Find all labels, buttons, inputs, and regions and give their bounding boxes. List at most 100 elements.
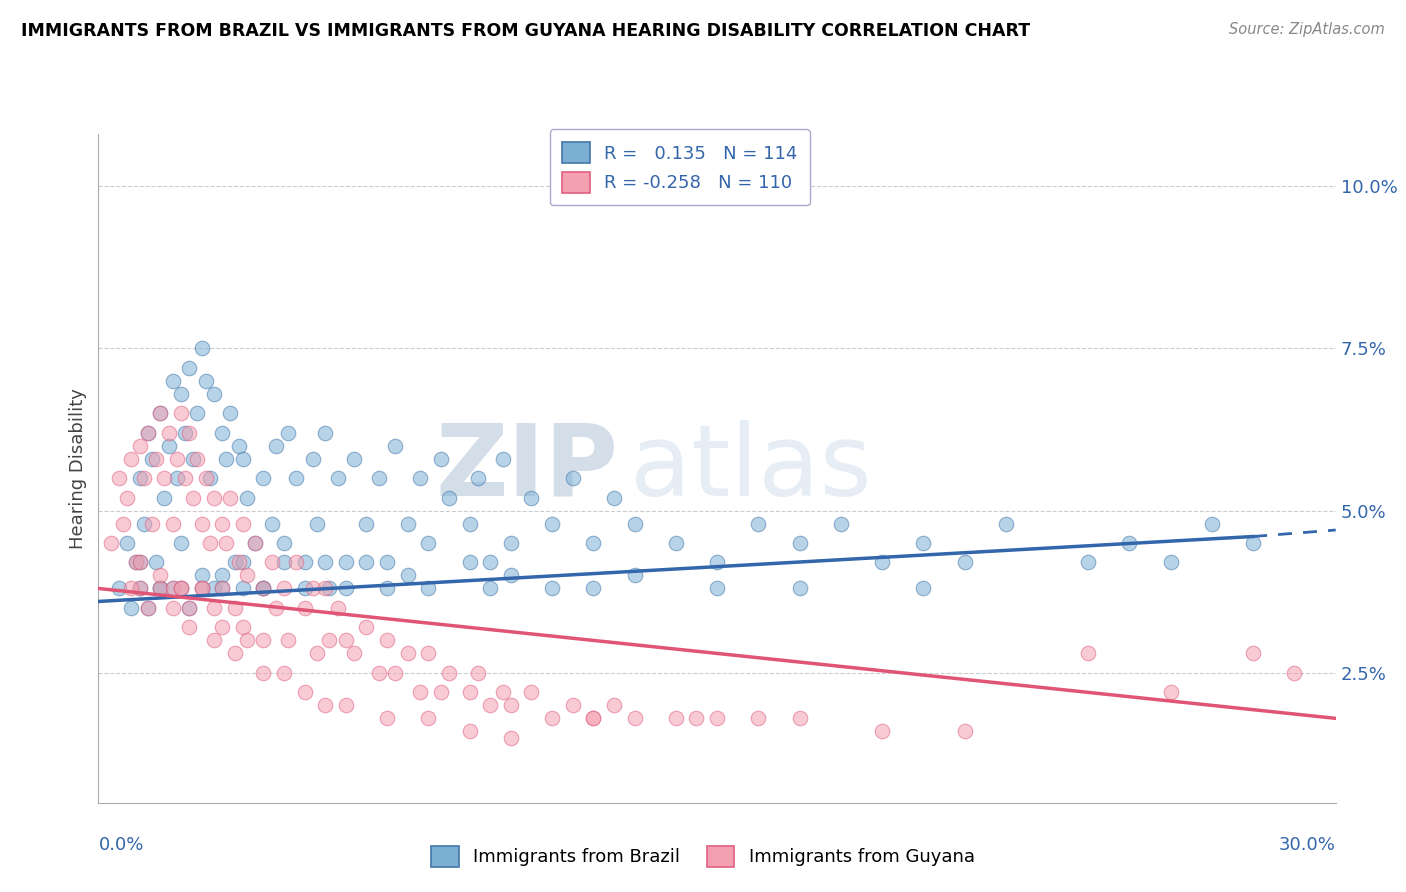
Point [202,386,225,401]
Point [830,516,852,531]
Point [162,516,184,531]
Point [145,556,167,570]
Point [166,451,188,466]
Point [541,582,564,596]
Point [145,451,167,466]
Point [202,582,225,596]
Point [1077,647,1099,661]
Point [429,451,451,466]
Text: Source: ZipAtlas.com: Source: ZipAtlas.com [1229,22,1385,37]
Point [232,451,254,466]
Point [356,556,378,570]
Point [108,471,131,485]
Point [479,556,502,570]
Point [170,582,193,596]
Point [561,698,583,713]
Y-axis label: Hearing Disability: Hearing Disability [69,388,87,549]
Point [202,491,225,505]
Point [747,711,769,725]
Point [458,556,481,570]
Point [623,711,645,725]
Point [264,601,287,615]
Point [1118,536,1140,550]
Point [396,647,419,661]
Point [314,582,336,596]
Point [1284,665,1306,680]
Point [236,491,259,505]
Point [520,491,543,505]
Text: 30.0%: 30.0% [1279,837,1336,855]
Point [1160,556,1182,570]
Point [499,698,522,713]
Point [747,516,769,531]
Point [170,582,193,596]
Point [356,516,378,531]
Legend: R =   0.135   N = 114, R = -0.258   N = 110: R = 0.135 N = 114, R = -0.258 N = 110 [550,129,810,205]
Point [141,516,163,531]
Point [181,451,204,466]
Point [1160,685,1182,699]
Point [685,711,707,725]
Point [418,536,440,550]
Point [153,471,176,485]
Point [343,451,366,466]
Point [190,582,212,596]
Point [157,425,180,440]
Point [582,711,605,725]
Point [215,451,238,466]
Point [232,620,254,634]
Point [437,491,460,505]
Point [211,568,233,582]
Point [273,582,295,596]
Point [211,516,233,531]
Point [243,536,266,550]
Point [132,471,155,485]
Point [429,685,451,699]
Point [1201,516,1223,531]
Point [789,711,811,725]
Point [953,724,976,739]
Point [285,471,308,485]
Point [211,582,233,596]
Point [491,451,513,466]
Point [202,601,225,615]
Point [186,451,208,466]
Point [128,471,150,485]
Point [186,406,208,420]
Point [1077,556,1099,570]
Point [236,633,259,648]
Point [112,516,135,531]
Point [314,556,336,570]
Point [706,711,728,725]
Point [467,471,489,485]
Point [108,582,131,596]
Point [198,536,221,550]
Point [623,568,645,582]
Point [252,633,274,648]
Point [120,451,142,466]
Point [219,406,242,420]
Point [232,582,254,596]
Point [179,425,201,440]
Point [458,724,481,739]
Point [264,439,287,453]
Point [179,601,201,615]
Point [149,568,172,582]
Point [375,582,398,596]
Point [198,471,221,485]
Point [396,516,419,531]
Point [174,471,197,485]
Point [375,556,398,570]
Point [194,374,217,388]
Point [582,711,605,725]
Point [243,536,266,550]
Point [375,633,398,648]
Point [252,582,274,596]
Point [314,425,336,440]
Point [157,439,180,453]
Point [117,491,139,505]
Point [153,491,176,505]
Point [356,620,378,634]
Point [202,633,225,648]
Point [120,582,142,596]
